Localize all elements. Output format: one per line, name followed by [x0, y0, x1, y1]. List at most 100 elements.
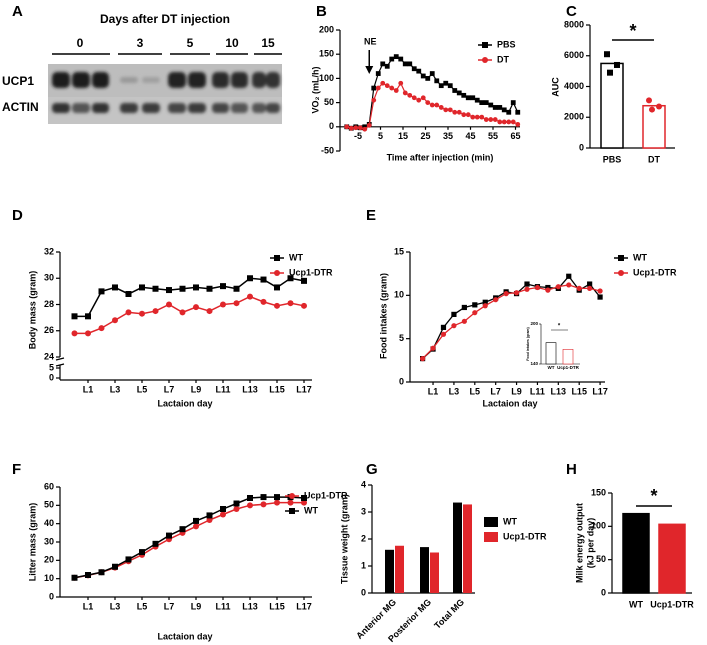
- y-axis-label: Food intakes (gram): [526, 327, 530, 360]
- x-tick-label: 55: [488, 131, 498, 141]
- marker: [470, 114, 476, 120]
- marker: [472, 310, 478, 316]
- x-axis-label: Lactaion day: [482, 398, 537, 408]
- y-tick-label: 4000: [564, 81, 584, 91]
- marker: [85, 330, 91, 337]
- x-tick-label: Ucp1-DTR: [650, 599, 694, 609]
- marker: [274, 499, 280, 506]
- marker: [375, 85, 381, 91]
- row-label: ACTIN: [2, 100, 39, 114]
- marker: [287, 499, 294, 506]
- marker: [260, 276, 267, 283]
- legend-swatch: [484, 517, 498, 527]
- marker: [492, 105, 498, 110]
- marker: [407, 61, 413, 67]
- marker: [112, 563, 118, 570]
- x-axis-label: Lactaion day: [157, 398, 212, 408]
- marker: [597, 294, 603, 300]
- marker: [434, 78, 440, 84]
- marker: [488, 117, 494, 122]
- marker: [233, 506, 240, 512]
- y-tick-label: 5: [49, 362, 54, 372]
- marker: [179, 285, 186, 292]
- marker: [301, 302, 307, 309]
- marker: [515, 109, 521, 115]
- marker: [112, 284, 118, 291]
- x-tick-label: -5: [354, 131, 362, 141]
- actin-bands: [52, 103, 280, 113]
- y-tick-label: 40: [44, 518, 54, 528]
- annotation: *: [558, 324, 561, 330]
- y-tick-label: 10: [394, 290, 404, 300]
- marker: [461, 304, 467, 311]
- marker: [524, 281, 530, 287]
- marker: [71, 574, 78, 581]
- x-tick-label: L9: [191, 601, 202, 611]
- marker: [461, 112, 467, 118]
- marker: [429, 102, 435, 108]
- marker: [353, 125, 359, 131]
- panel-label: G: [366, 461, 378, 478]
- marker: [416, 68, 422, 74]
- legend-marker: [482, 42, 488, 48]
- lane-label: 15: [261, 36, 275, 50]
- y-tick-label: 100: [319, 73, 334, 83]
- marker: [402, 90, 408, 96]
- blot-title: Days after DT injection: [100, 12, 230, 26]
- marker: [482, 303, 488, 309]
- marker: [389, 85, 395, 91]
- marker: [348, 125, 354, 131]
- marker: [193, 523, 199, 530]
- axis-break: [55, 363, 65, 367]
- y-tick-label: 2: [361, 533, 366, 543]
- bar: [642, 104, 666, 149]
- marker: [506, 109, 512, 115]
- legend-marker: [618, 270, 624, 276]
- bar: [395, 545, 404, 593]
- marker: [483, 100, 489, 105]
- y-tick-label: 0: [49, 372, 54, 382]
- marker: [472, 302, 478, 308]
- y-tick-label: 20: [44, 555, 54, 565]
- marker: [193, 284, 199, 291]
- marker: [440, 324, 447, 330]
- marker: [398, 56, 404, 62]
- lane-label: 5: [187, 36, 194, 50]
- annotation: NE: [364, 36, 377, 46]
- y-tick-label: 0: [49, 591, 54, 601]
- marker: [452, 88, 458, 93]
- panel-label: D: [12, 207, 23, 224]
- panel-label: E: [366, 207, 376, 224]
- marker: [398, 80, 404, 86]
- marker: [451, 311, 457, 317]
- marker: [152, 308, 159, 315]
- marker: [233, 300, 240, 307]
- x-tick-label: L1: [428, 386, 439, 396]
- x-tick-label: 65: [510, 131, 520, 141]
- marker: [362, 124, 368, 130]
- x-tick-label: L3: [110, 384, 121, 394]
- western-blot: Days after DT injection 0 3 5 10 15 UCP1…: [2, 12, 282, 124]
- marker: [493, 297, 499, 303]
- point: [656, 103, 662, 110]
- x-tick-label: L13: [242, 601, 258, 611]
- bar: [622, 512, 650, 594]
- marker: [380, 80, 386, 86]
- marker: [576, 285, 582, 291]
- marker: [384, 83, 390, 89]
- y-tick-label: 150: [319, 49, 334, 59]
- bar: [420, 547, 429, 593]
- marker: [461, 92, 467, 98]
- lane-label: 10: [225, 36, 239, 50]
- marker: [534, 284, 541, 291]
- marker: [125, 556, 132, 563]
- y-axis-label: Body mass (gram): [27, 271, 37, 350]
- x-tick-label: 25: [420, 131, 430, 141]
- marker: [482, 299, 488, 305]
- legend-marker: [289, 493, 295, 499]
- arrow-head: [365, 66, 374, 74]
- x-tick-label: L9: [191, 384, 202, 394]
- y-tick-label: 1: [361, 560, 366, 570]
- marker: [420, 95, 426, 101]
